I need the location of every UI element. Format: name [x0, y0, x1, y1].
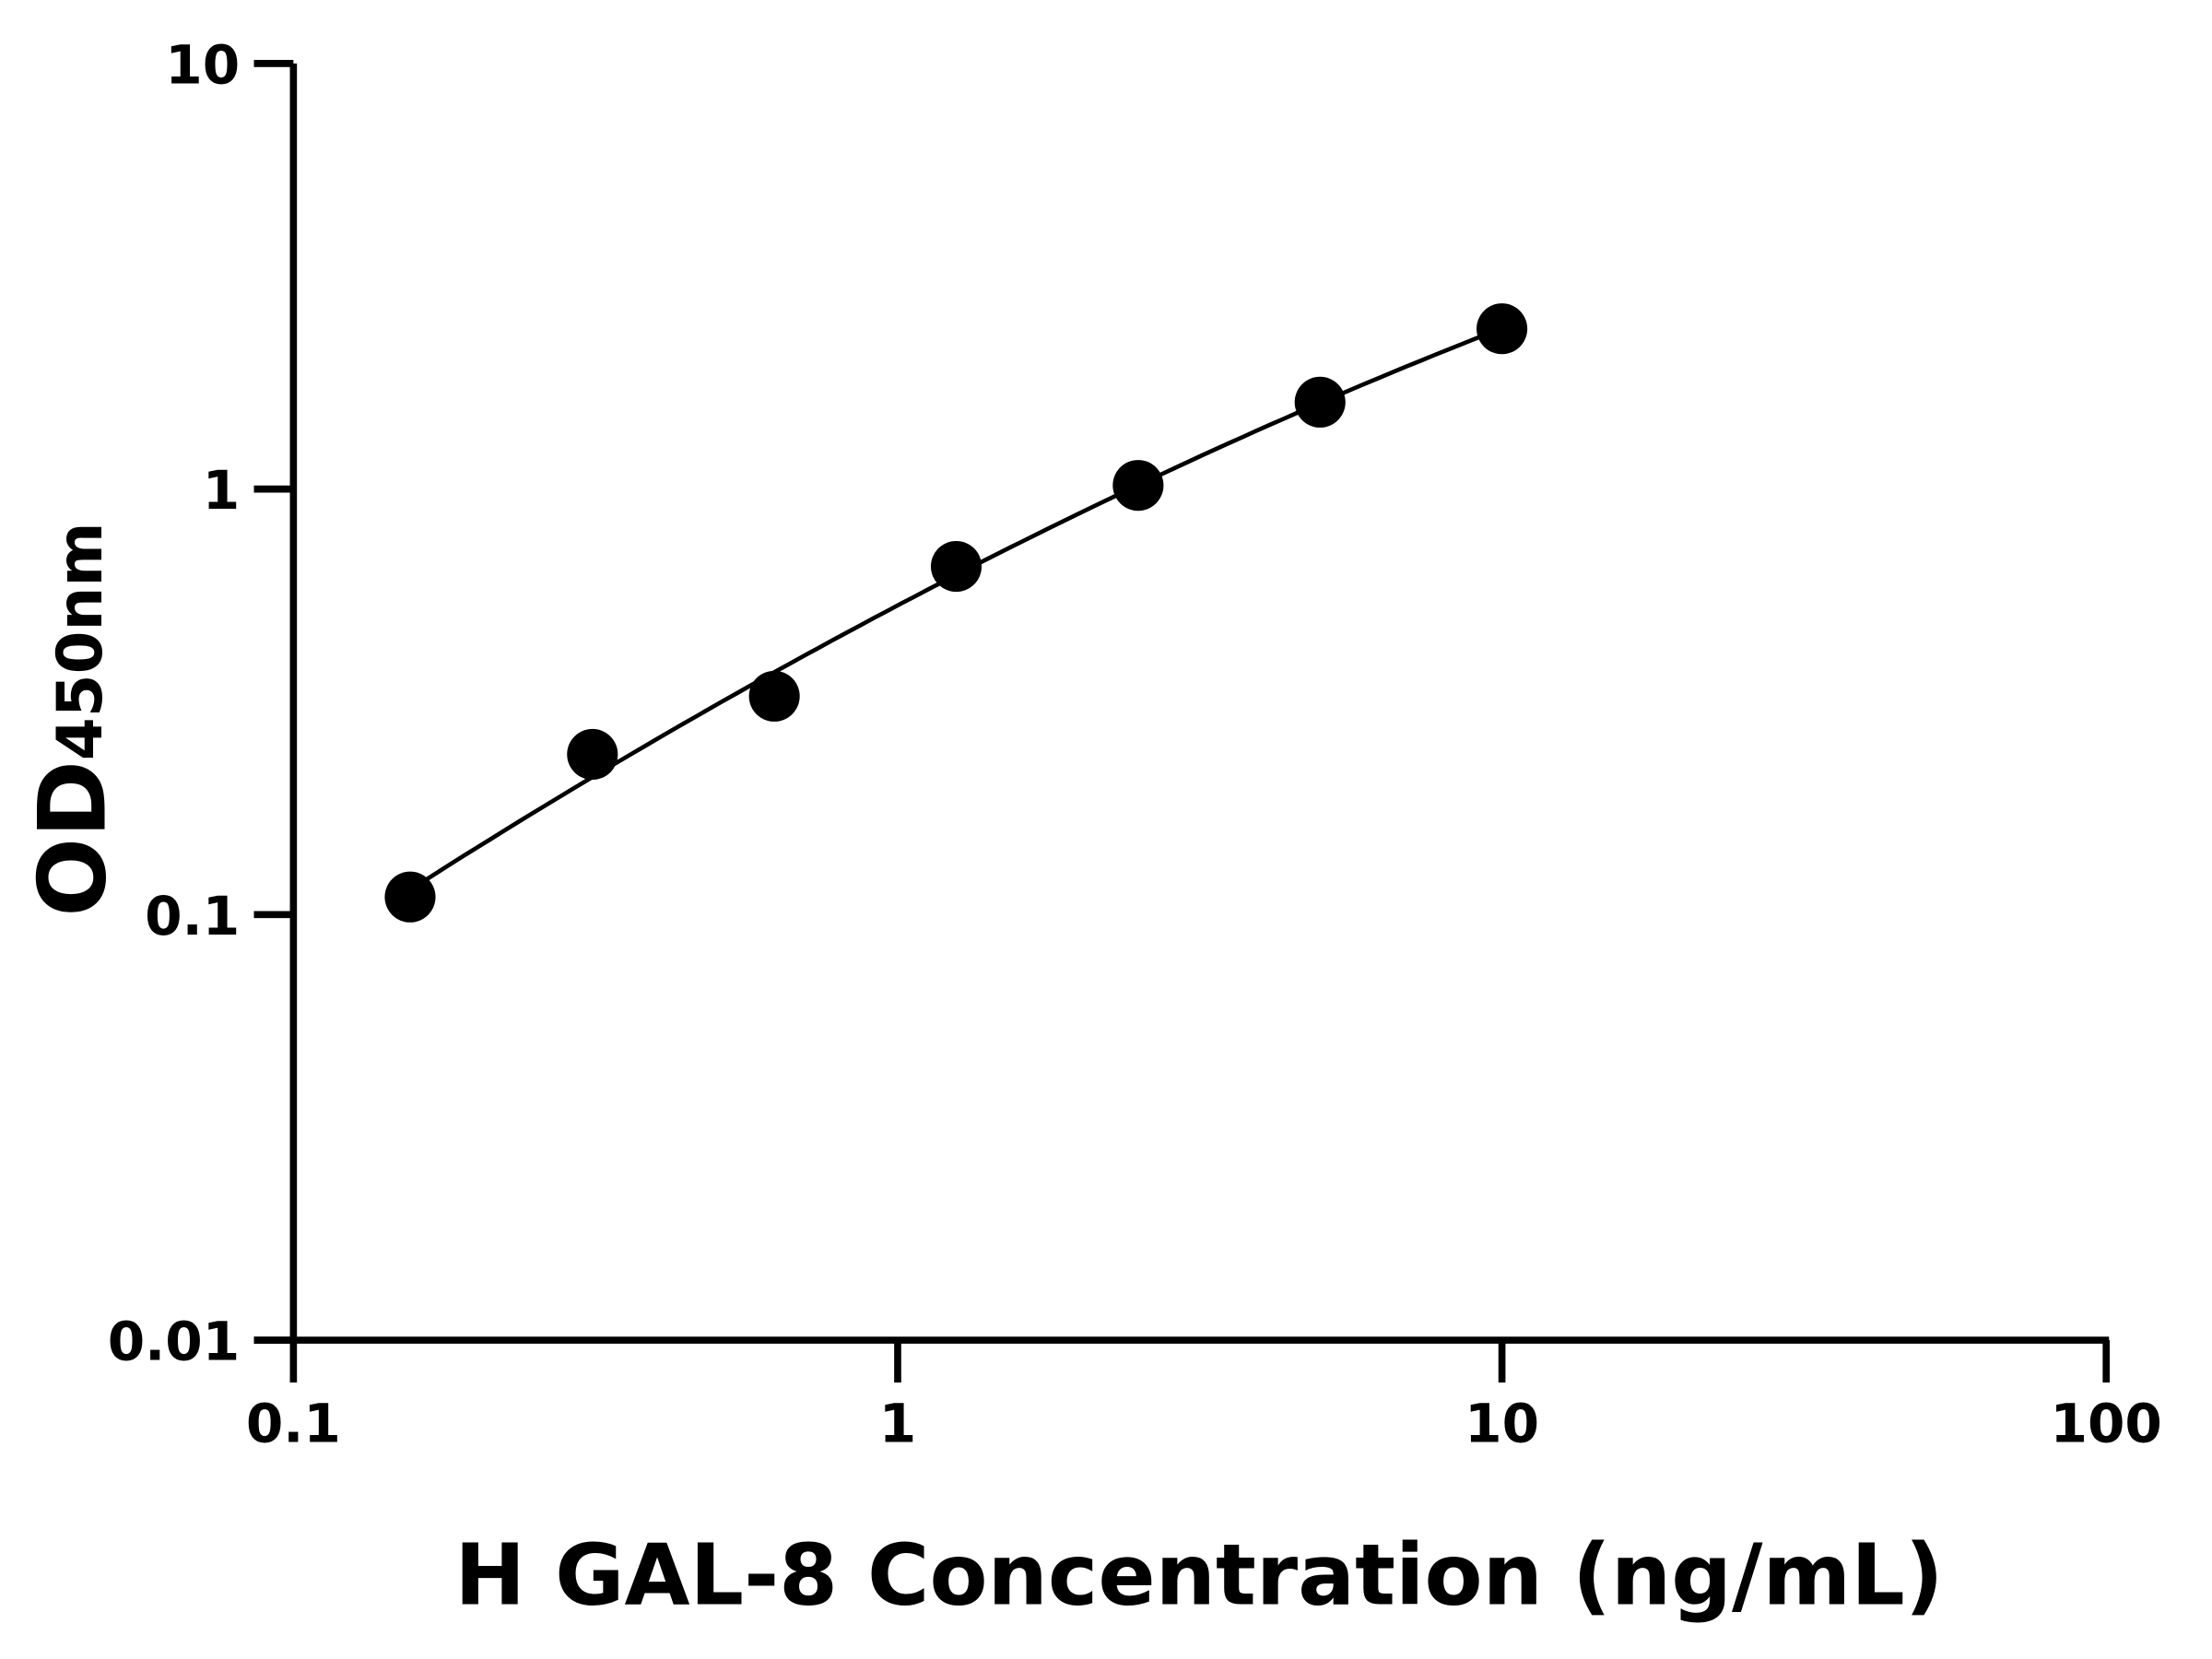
y-tick-label: 0.01 — [108, 1311, 241, 1373]
x-tick-label: 10 — [1465, 1392, 1539, 1454]
y-tick-label: 1 — [203, 459, 240, 522]
x-tick-label: 100 — [2051, 1392, 2162, 1454]
data-point — [930, 540, 982, 593]
data-point — [748, 670, 800, 722]
y-tick-label: 0.1 — [145, 885, 240, 947]
x-tick-label: 0.1 — [246, 1392, 341, 1454]
y-axis-label-subscript: 450nm — [43, 522, 116, 760]
x-tick-label: 1 — [879, 1392, 916, 1454]
data-point — [567, 728, 618, 781]
x-axis-label: H GAL-8 Concentration (ng/mL) — [454, 1525, 1943, 1624]
y-tick-label: 10 — [165, 33, 240, 96]
data-point — [1112, 460, 1164, 512]
y-axis-label-main: OD — [18, 760, 126, 917]
data-point — [1294, 376, 1346, 428]
y-axis-label: OD450nm — [18, 522, 126, 916]
data-point — [384, 871, 436, 923]
data-point — [1477, 303, 1528, 355]
axes — [253, 63, 2110, 1344]
